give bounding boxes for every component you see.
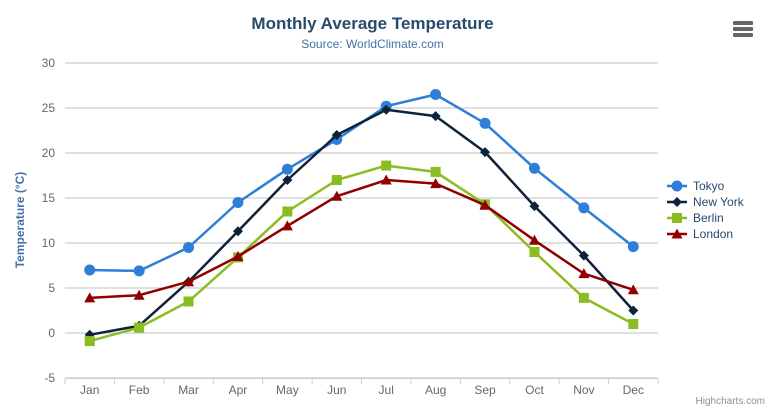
legend: Tokyo New York Berlin London (666, 178, 744, 242)
series-point-berlin[interactable] (628, 319, 639, 329)
y-axis-tick-label: 10 (41, 236, 55, 250)
series-point-tokyo[interactable] (84, 264, 96, 276)
series-point-london[interactable] (133, 289, 145, 300)
x-axis-tick-label: Nov (573, 383, 595, 397)
chart-subtitle: Source: WorldClimate.com (301, 37, 444, 51)
new-york-legend-marker-icon (667, 197, 687, 207)
hamburger-bar (733, 21, 753, 25)
x-axis-tick-label: Sep (474, 383, 496, 397)
series-point-berlin[interactable] (183, 296, 194, 307)
series-point-berlin[interactable] (578, 292, 589, 303)
legend-label-new-york: New York (693, 195, 744, 209)
series-point-new-york[interactable] (331, 130, 342, 140)
series-point-new-york[interactable] (480, 147, 491, 158)
hamburger-bar (733, 27, 753, 31)
series-point-tokyo[interactable] (578, 202, 590, 214)
legend-marker-shape (671, 180, 683, 192)
hamburger-bar (733, 33, 753, 37)
series-point-new-york[interactable] (578, 250, 589, 261)
series-point-london[interactable] (183, 276, 195, 287)
series-point-london[interactable] (627, 284, 639, 295)
y-axis-tick-label: 25 (41, 101, 55, 115)
series-point-tokyo[interactable] (430, 89, 442, 100)
series-point-new-york[interactable] (282, 175, 293, 185)
series-point-berlin[interactable] (529, 247, 540, 257)
series-point-new-york[interactable] (232, 226, 243, 237)
series-point-london[interactable] (380, 174, 392, 185)
x-axis-tick-label: Jan (80, 383, 100, 397)
series-point-london[interactable] (430, 178, 442, 189)
legend-marker-shape (672, 197, 682, 207)
series-point-london[interactable] (281, 220, 293, 231)
x-axis-tick-label: Oct (525, 383, 544, 397)
legend-item-new-york[interactable]: New York (666, 194, 744, 210)
legend-marker-shape (671, 228, 683, 239)
series-point-tokyo[interactable] (528, 162, 540, 174)
x-axis-tick-label: Jul (378, 383, 394, 397)
y-axis-tick-label: 15 (41, 191, 55, 205)
series-line-new-york[interactable] (89, 108, 635, 337)
series-line-berlin[interactable] (89, 164, 634, 343)
hamburger-menu-icon[interactable] (733, 21, 753, 37)
series-point-new-york[interactable] (529, 201, 540, 212)
x-axis-tick-label: Aug (424, 383, 447, 397)
chart-title: Monthly Average Temperature (251, 14, 494, 33)
series-line-tokyo[interactable] (89, 93, 635, 273)
series-point-berlin[interactable] (134, 322, 145, 333)
legend-item-berlin[interactable]: Berlin (666, 210, 744, 226)
series-point-berlin[interactable] (84, 336, 95, 347)
credits-link[interactable]: Highcharts.com (695, 396, 765, 407)
legend-label-london: London (693, 227, 734, 241)
legend-item-tokyo[interactable]: Tokyo (666, 178, 744, 194)
y-axis-tick-label: -5 (44, 371, 55, 385)
series-point-berlin[interactable] (282, 206, 293, 217)
legend-marker-shape (672, 213, 682, 223)
series-point-london[interactable] (84, 292, 96, 303)
y-axis-tick-label: 5 (48, 281, 55, 295)
series-point-london[interactable] (479, 199, 491, 210)
legend-label-tokyo: Tokyo (693, 179, 725, 193)
berlin-legend-marker-icon (667, 213, 687, 223)
series-point-tokyo[interactable] (183, 242, 195, 253)
tokyo-legend-marker-icon (667, 180, 687, 192)
y-axis-tick-label: 0 (48, 326, 55, 340)
series-point-london[interactable] (528, 234, 540, 245)
x-axis-tick-label: Dec (622, 383, 644, 397)
series-point-london[interactable] (232, 251, 244, 261)
series-point-berlin[interactable] (430, 166, 441, 177)
y-axis-tick-label: 30 (41, 56, 55, 70)
series-line-london[interactable] (89, 178, 634, 300)
series-point-london[interactable] (578, 268, 590, 279)
series-point-berlin[interactable] (331, 175, 342, 185)
series-point-new-york[interactable] (628, 305, 639, 316)
x-axis-tick-label: Mar (178, 383, 199, 397)
y-axis-tick-label: 20 (41, 146, 55, 160)
x-axis-tick-label: May (276, 383, 299, 397)
series-point-tokyo[interactable] (479, 117, 491, 129)
series-point-new-york[interactable] (430, 111, 441, 122)
series-point-tokyo[interactable] (281, 163, 293, 175)
legend-item-london[interactable]: London (666, 226, 744, 242)
series-point-london[interactable] (331, 190, 343, 201)
series-point-tokyo[interactable] (627, 241, 639, 253)
x-axis-tick-label: Jun (327, 383, 347, 397)
series-point-new-york[interactable] (381, 104, 392, 115)
london-legend-marker-icon (667, 228, 687, 239)
series-point-tokyo[interactable] (133, 265, 145, 277)
series-point-berlin[interactable] (381, 160, 392, 171)
x-axis-tick-label: Apr (228, 383, 248, 397)
legend-label-berlin: Berlin (693, 211, 724, 225)
series-point-tokyo[interactable] (232, 197, 244, 208)
x-axis-tick-label: Feb (128, 383, 150, 397)
